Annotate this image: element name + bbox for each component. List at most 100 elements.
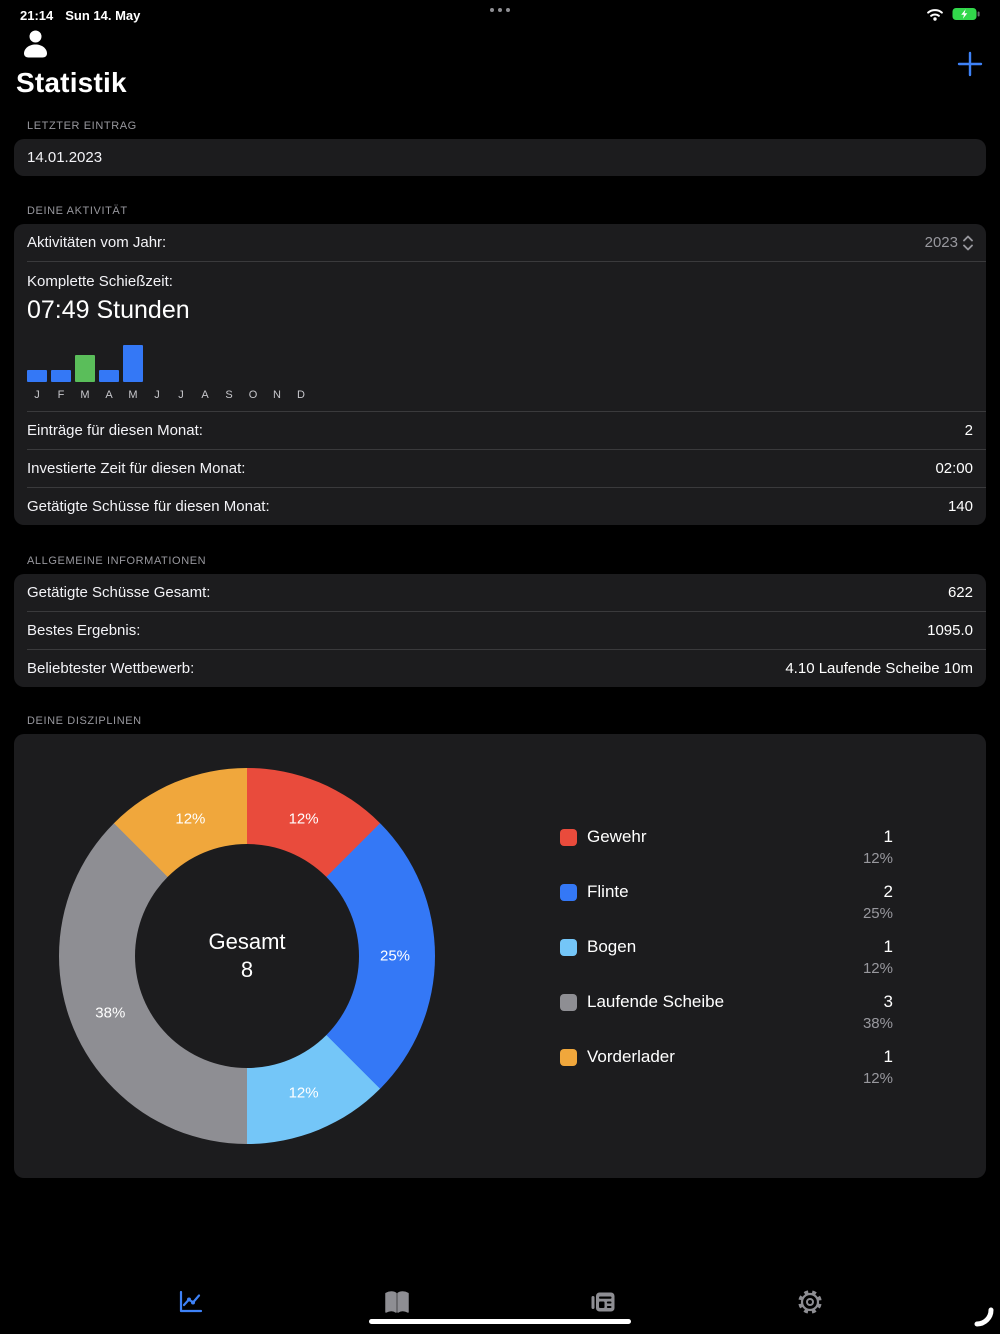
year-select[interactable]: 2023 [925, 234, 973, 251]
donut-center-label: Gesamt [208, 929, 286, 954]
month-label: M [80, 389, 90, 401]
shoot-time-label: Komplette Schießzeit: [27, 273, 173, 290]
year-select-row[interactable]: Aktivitäten vom Jahr: 2023 [14, 224, 986, 261]
stat-row-value: 1095.0 [927, 622, 973, 639]
legend-value: 1 [883, 827, 893, 846]
bar [99, 369, 119, 382]
tab-logbook[interactable] [381, 1286, 413, 1318]
bar-slot [171, 345, 191, 382]
month-label: J [154, 389, 160, 401]
legend-value: 1 [883, 937, 893, 956]
person-icon [24, 30, 47, 58]
general-card: Getätigte Schüsse Gesamt: 622 Bestes Erg… [14, 574, 986, 687]
donut-labels: 12% 25% 12% 38% 12% [59, 768, 435, 1144]
bar-slot [267, 345, 287, 382]
disciplines-legend: Gewehr 1 12% Flinte 2 25% Bogen 1 12% La… [560, 826, 893, 1101]
legend-percent: 12% [862, 1070, 893, 1087]
legend-row: Flinte 2 25% [560, 881, 893, 924]
home-indicator[interactable] [369, 1319, 631, 1324]
year-select-label: Aktivitäten vom Jahr: [27, 234, 167, 251]
bar-slot [99, 345, 119, 382]
divider [27, 649, 986, 650]
legend-label: Gewehr [587, 827, 647, 846]
stat-row: Investierte Zeit für diesen Monat: 02:00 [14, 450, 986, 487]
legend-row: Laufende Scheibe 3 38% [560, 991, 893, 1034]
last-entry-row: 14.01.2023 [14, 139, 986, 176]
multitask-dots-icon [0, 8, 1000, 12]
bar-slot [291, 345, 311, 382]
bar [51, 369, 71, 382]
stat-row-value: 4.10 Laufende Scheibe 10m [785, 660, 973, 677]
stat-row-value: 622 [947, 584, 973, 601]
legend-swatch [560, 884, 577, 901]
tab-bar [0, 1270, 1000, 1334]
bar-slot [219, 345, 239, 382]
slice-percent-label: 12% [288, 1084, 319, 1102]
add-entry-button[interactable] [956, 50, 984, 78]
book-icon [384, 1291, 409, 1313]
crescent-icon [974, 1307, 994, 1327]
legend-value: 1 [883, 1047, 893, 1066]
last-entry-card: 14.01.2023 [14, 139, 986, 176]
stat-row: Beliebtester Wettbewerb: 4.10 Laufende S… [14, 650, 986, 687]
month-label: F [57, 389, 65, 401]
month-label: M [128, 389, 138, 401]
month-label: A [201, 389, 209, 401]
month-label: D [297, 389, 305, 401]
legend-label: Vorderlader [587, 1047, 675, 1066]
newspaper-icon [591, 1292, 615, 1312]
stat-row-value: 140 [947, 498, 973, 515]
stat-row: Getätigte Schüsse Gesamt: 622 [14, 574, 986, 611]
month-label: A [105, 389, 113, 401]
stat-row-label: Investierte Zeit für diesen Monat: [27, 460, 246, 477]
legend-row: Vorderlader 1 12% [560, 1046, 893, 1089]
month-label: J [178, 389, 184, 401]
section-header-general: ALLGEMEINE INFORMATIONEN [27, 555, 207, 567]
section-header-last-entry: LETZTER EINTRAG [27, 120, 137, 132]
activity-block: Komplette Schießzeit: 07:49 Stunden J F M A… [14, 273, 986, 411]
legend-percent: 38% [862, 1015, 893, 1032]
status-date: Sun 14. May [65, 7, 141, 23]
status-time: 21:14 [20, 7, 54, 23]
tab-settings[interactable] [794, 1286, 826, 1318]
status-bar: 21:14 Sun 14. May [0, 0, 1000, 24]
donut-center-value: 8 [240, 957, 254, 982]
legend-value: 3 [883, 992, 893, 1011]
bar-slot [123, 345, 143, 382]
legend-swatch [560, 994, 577, 1011]
legend-row: Bogen 1 12% [560, 936, 893, 979]
legend-percent: 12% [862, 960, 893, 977]
disciplines-card: Gesamt 8 12% 25% 12% 38% 12% Gewehr 1 12% Fl… [14, 734, 986, 1178]
tab-statistics[interactable] [174, 1286, 206, 1318]
legend-label: Flinte [587, 882, 629, 901]
month-label: J [34, 389, 40, 401]
bar-slot [195, 345, 215, 382]
divider [27, 411, 986, 412]
last-entry-date: 14.01.2023 [27, 149, 103, 166]
chevron-up-down-icon [963, 235, 973, 250]
year-select-value: 2023 [924, 234, 958, 251]
plus-icon [957, 51, 983, 77]
tab-news[interactable] [587, 1286, 619, 1318]
stat-row-label: Bestes Ergebnis: [27, 622, 141, 639]
legend-percent: 25% [862, 905, 893, 922]
divider [27, 261, 986, 262]
bar-slot [51, 345, 71, 382]
profile-button[interactable] [20, 28, 51, 58]
bar-slot [243, 345, 263, 382]
bar-slot [75, 345, 95, 382]
bar [27, 369, 47, 382]
stat-row-value: 2 [964, 422, 973, 439]
wifi-icon [925, 7, 945, 24]
month-label: N [273, 389, 281, 401]
stat-row: Getätigte Schüsse für diesen Monat: 140 [14, 488, 986, 525]
divider [27, 487, 986, 488]
legend-percent: 12% [862, 850, 893, 867]
stat-row: Einträge für diesen Monat: 2 [14, 412, 986, 449]
bar-slot [27, 345, 47, 382]
legend-swatch [560, 1049, 577, 1066]
month-label: S [225, 389, 233, 401]
slice-percent-label: 12% [288, 810, 319, 828]
